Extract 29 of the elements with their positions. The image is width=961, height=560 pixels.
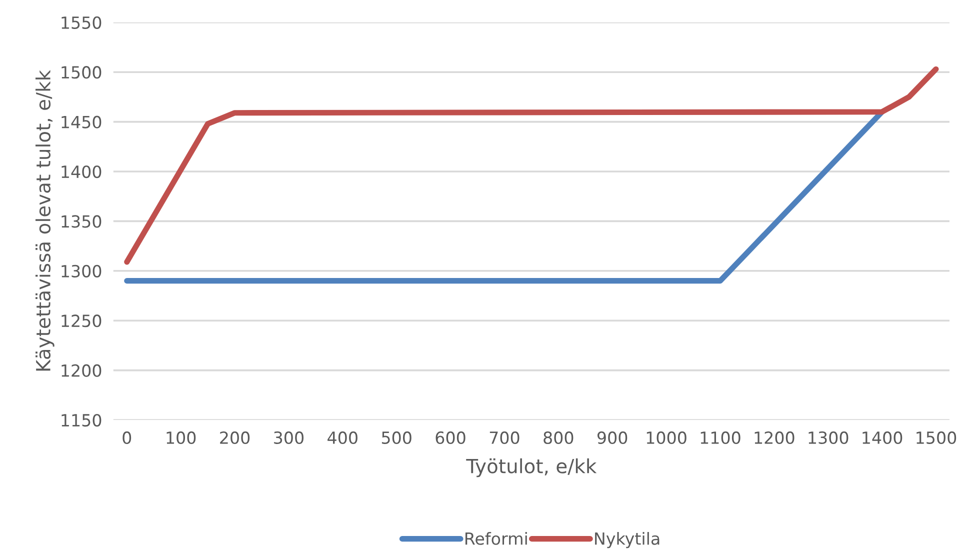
- y-tick-label: 1450: [62, 116, 102, 128]
- x-axis-title: Työtulot, e/kk: [466, 458, 597, 478]
- x-tick-label: 1100: [700, 431, 740, 444]
- x-tick-label: 1000: [646, 431, 686, 444]
- y-tick-label: 1350: [62, 215, 102, 228]
- x-tick-label: 1300: [808, 431, 848, 444]
- legend-label: Reformi: [465, 532, 527, 545]
- x-tick-label: 800: [544, 431, 574, 444]
- x-tick-label: 400: [328, 431, 358, 444]
- x-tick-label: 1500: [916, 431, 956, 444]
- x-tick-label: 700: [490, 431, 520, 444]
- y-tick-label: 1200: [62, 364, 102, 377]
- x-tick-label: 0: [122, 431, 132, 444]
- y-tick-label: 1250: [62, 314, 102, 328]
- x-tick-label: 300: [274, 431, 304, 444]
- x-tick-label: 200: [220, 431, 250, 444]
- y-tick-label: 1300: [62, 264, 102, 278]
- y-tick-label: 1400: [62, 165, 102, 178]
- y-axis-title: Käytettävissä olevat tulot, e/kk: [35, 70, 54, 371]
- x-tick-label: 500: [382, 431, 412, 444]
- legend-label: Nykytila: [595, 532, 660, 548]
- x-tick-label: 1200: [754, 431, 794, 444]
- x-tick-label: 900: [597, 431, 628, 444]
- y-tick-label: 1550: [62, 16, 102, 29]
- x-tick-label: 600: [436, 431, 466, 444]
- y-tick-label: 1150: [62, 414, 102, 427]
- x-tick-label: 1400: [862, 431, 902, 444]
- y-tick-label: 1500: [62, 66, 102, 79]
- x-tick-label: 100: [166, 431, 196, 444]
